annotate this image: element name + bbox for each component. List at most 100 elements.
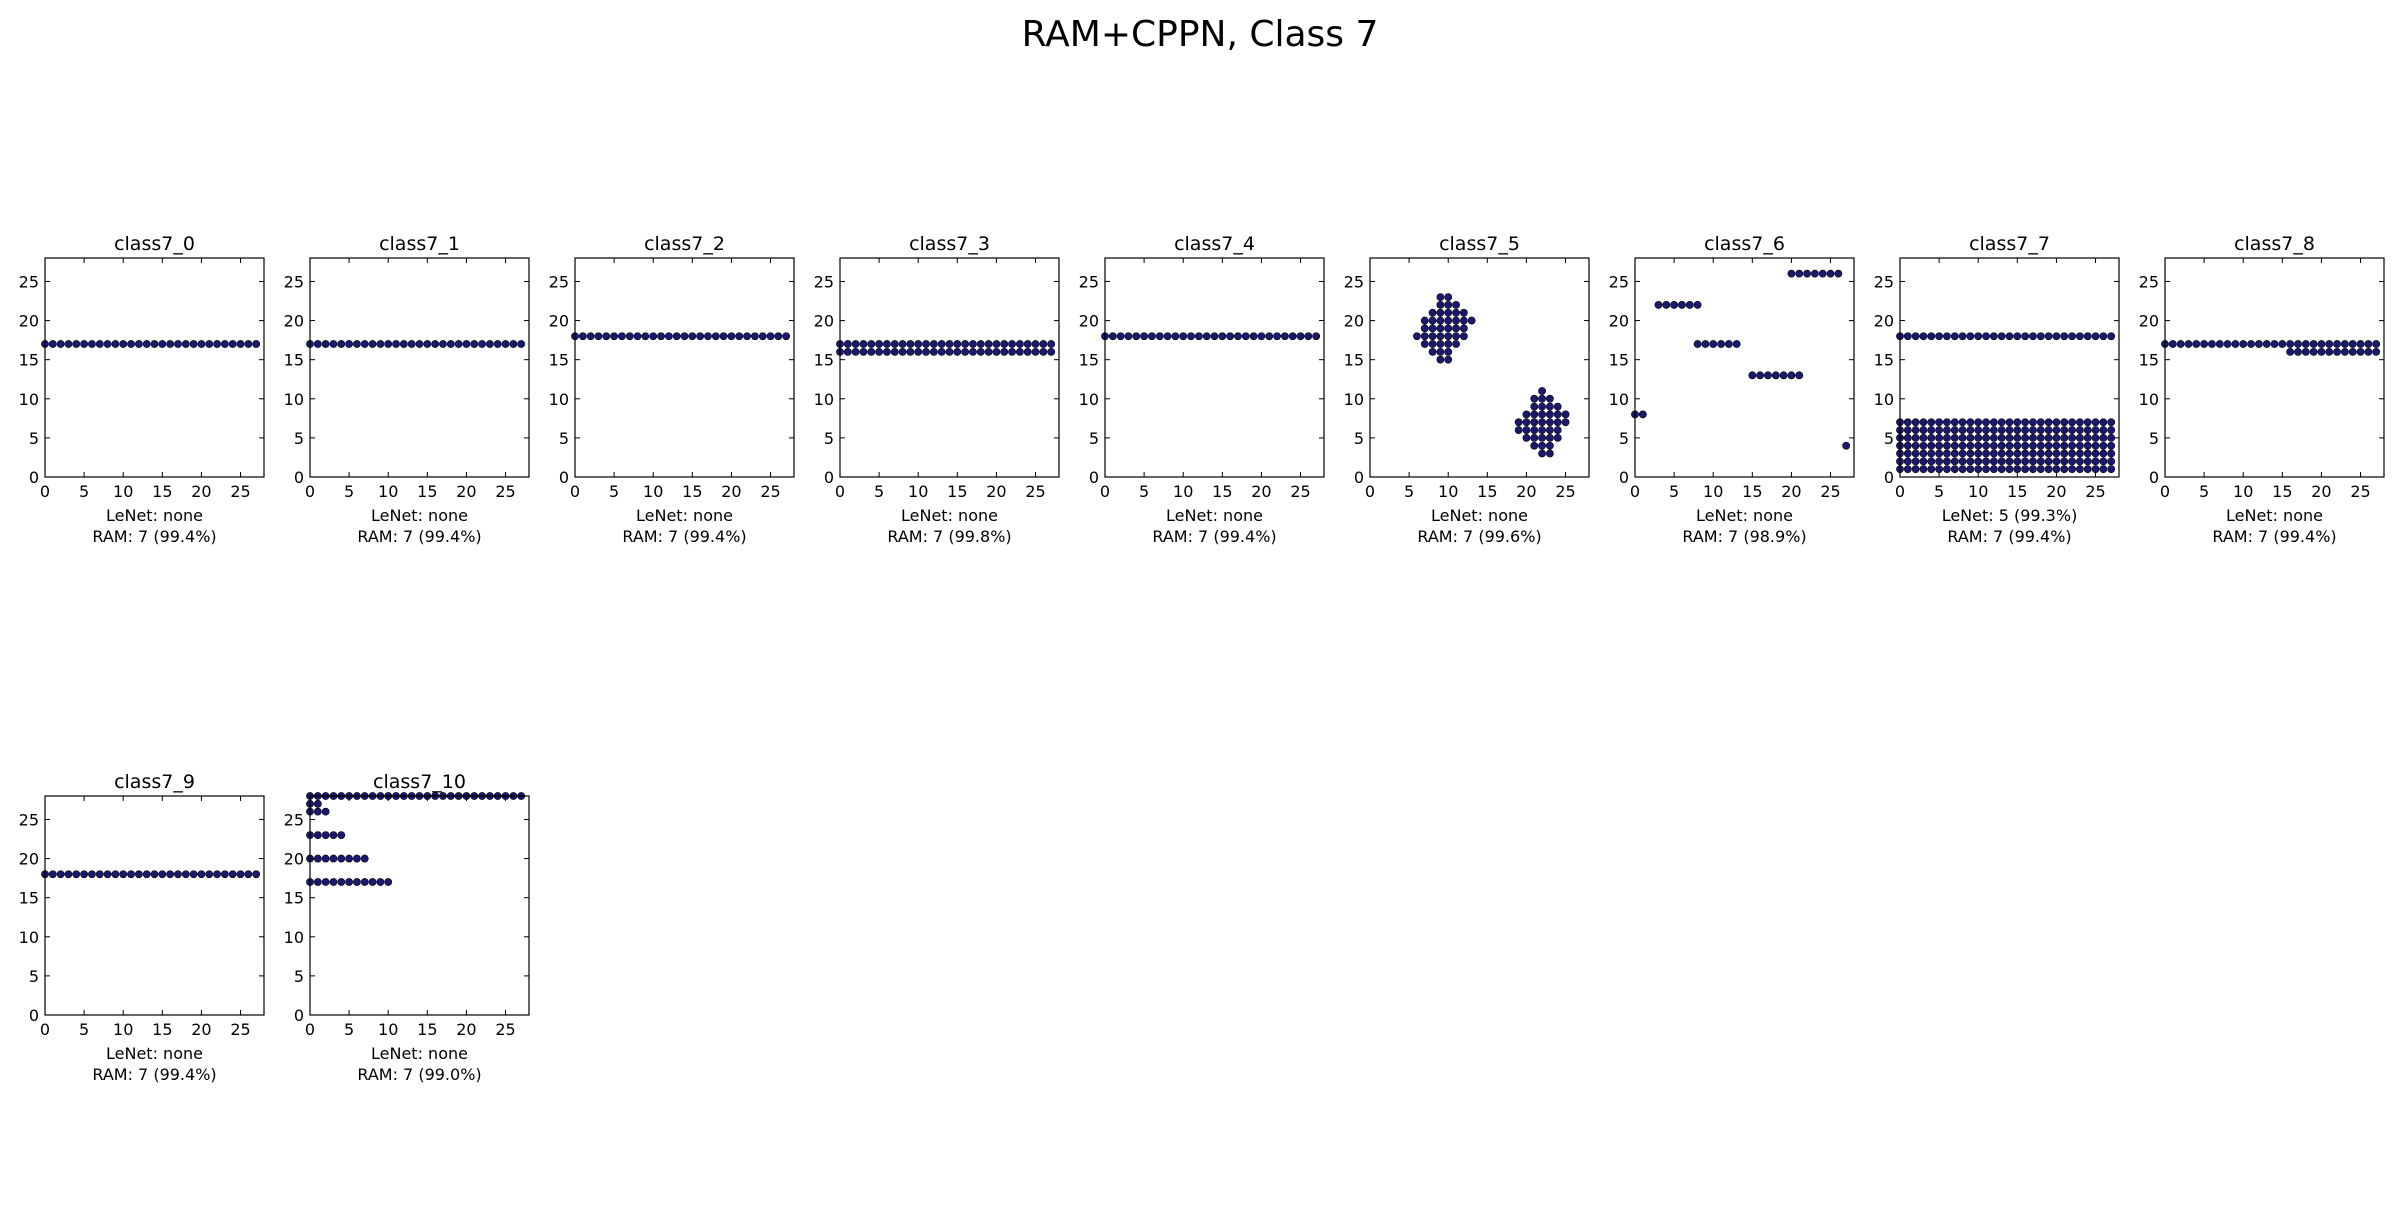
scatter-point — [906, 340, 915, 348]
scatter-point — [2013, 465, 2022, 474]
subplot-caption-line: LeNet: none — [106, 1044, 203, 1063]
scatter-point — [1015, 347, 1024, 356]
x-tick-label: 25 — [1290, 482, 1310, 501]
scatter-point — [329, 340, 338, 348]
x-tick-label: 10 — [113, 1020, 133, 1039]
scatter-point — [1436, 316, 1445, 325]
y-tick-label: 15 — [1079, 351, 1099, 370]
scatter-point — [2036, 332, 2045, 341]
scatter-point — [1132, 332, 1141, 341]
scatter-point — [2036, 449, 2045, 458]
scatter-point — [1000, 340, 1009, 348]
scatter-point — [368, 878, 377, 886]
scatter-point — [2068, 441, 2076, 450]
scatter-point — [1257, 332, 1266, 341]
scatter-point — [321, 854, 330, 863]
y-tick-label: 0 — [2149, 468, 2159, 487]
scatter-point — [2325, 347, 2334, 356]
scatter-point — [1436, 324, 1445, 333]
scatter-point — [1530, 394, 1539, 403]
scatter-point — [937, 347, 946, 356]
scatter-point — [890, 340, 899, 348]
scatter-point — [1530, 433, 1539, 442]
scatter-point — [2286, 340, 2295, 348]
x-tick-label: 20 — [721, 482, 741, 501]
scatter-point — [976, 347, 985, 356]
scatter-point — [1163, 332, 1172, 341]
subplot-caption-line: LeNet: none — [106, 506, 203, 525]
scatter-point — [2013, 449, 2022, 458]
scatter-point — [48, 870, 57, 879]
x-tick-label: 5 — [1669, 482, 1679, 501]
scatter-point — [2208, 340, 2216, 348]
subplot-caption-line: LeNet: none — [1431, 506, 1528, 525]
scatter-point — [1444, 332, 1453, 341]
scatter-point — [1444, 340, 1453, 348]
scatter-point — [578, 332, 587, 341]
scatter-point — [664, 332, 673, 341]
scatter-point — [1935, 418, 1944, 427]
figure-title: RAM+CPPN, Class 7 — [1021, 14, 1379, 55]
scatter-point — [2184, 340, 2193, 348]
scatter-point — [688, 332, 697, 341]
scatter-point — [2068, 426, 2076, 434]
y-tick-label: 25 — [19, 810, 39, 829]
scatter-point — [1452, 324, 1460, 333]
scatter-point — [1693, 340, 1702, 348]
scatter-point — [2036, 465, 2045, 474]
scatter-point — [2005, 457, 2014, 466]
scatter-point — [439, 340, 447, 348]
scatter-point — [95, 340, 104, 348]
scatter-point — [610, 332, 619, 341]
scatter-point — [329, 831, 338, 840]
scatter-point — [2005, 449, 2014, 458]
scatter-point — [1982, 426, 1990, 434]
scatter-point — [2107, 418, 2116, 427]
scatter-point — [2036, 457, 2045, 466]
scatter-point — [1444, 293, 1453, 302]
scatter-point — [1903, 418, 1912, 427]
scatter-point — [843, 347, 852, 356]
scatter-point — [1927, 441, 1936, 450]
scatter-point — [1428, 316, 1437, 325]
scatter-point — [2356, 340, 2365, 348]
scatter-points — [1413, 293, 1570, 458]
scatter-point — [1935, 426, 1944, 434]
scatter-point — [1950, 441, 1959, 450]
scatter-point — [1459, 332, 1468, 341]
scatter-point — [1803, 269, 1811, 278]
scatter-point — [2052, 441, 2061, 450]
scatter-point — [735, 332, 744, 341]
scatter-point — [174, 870, 182, 879]
scatter-point — [2029, 426, 2037, 434]
scatter-point — [446, 340, 455, 348]
y-tick-label: 25 — [284, 272, 304, 291]
scatter-point — [205, 340, 214, 348]
x-tick-label: 25 — [230, 1020, 250, 1039]
scatter-point — [680, 332, 689, 341]
scatter-point — [1522, 433, 1531, 442]
subplot-title: class7_8 — [2234, 233, 2315, 255]
scatter-point — [2107, 457, 2116, 466]
x-tick-label: 20 — [2311, 482, 2331, 501]
scatter-point — [2270, 340, 2279, 348]
subplot-title: class7_3 — [909, 233, 990, 255]
y-tick-label: 5 — [559, 429, 569, 448]
y-tick-label: 5 — [1354, 429, 1364, 448]
y-tick-label: 5 — [1089, 429, 1099, 448]
scatter-point — [2294, 340, 2302, 348]
scatter-point — [1226, 332, 1235, 341]
scatter-point — [1561, 410, 1570, 419]
scatter-point — [1265, 332, 1274, 341]
scatter-point — [313, 340, 322, 348]
scatter-point — [2107, 332, 2116, 341]
scatter-point — [594, 332, 603, 341]
scatter-point — [2029, 457, 2037, 466]
scatter-point — [1545, 394, 1554, 403]
scatter-point — [134, 870, 143, 879]
subplot-caption-line: RAM: 7 (99.4%) — [622, 527, 746, 546]
scatter-point — [2083, 449, 2092, 458]
x-tick-label: 10 — [378, 1020, 398, 1039]
scatter-point — [2044, 457, 2053, 466]
scatter-point — [56, 870, 65, 879]
